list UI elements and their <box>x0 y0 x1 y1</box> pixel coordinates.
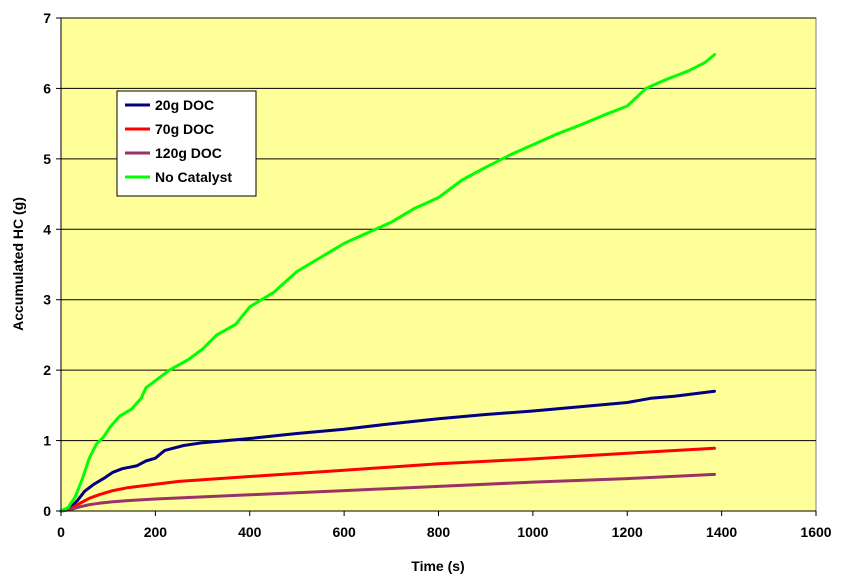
series-layer <box>59 53 716 513</box>
legend-label-120g-doc: 120g DOC <box>155 145 222 161</box>
x-tick-label: 1600 <box>800 524 831 540</box>
legend-label-20g-doc: 20g DOC <box>155 97 214 113</box>
y-tick-label: 7 <box>43 10 51 26</box>
y-tick-labels: 0 1 2 3 4 5 6 7 <box>43 10 61 519</box>
y-tick-label: 1 <box>43 433 51 449</box>
x-tick-label: 0 <box>57 524 65 540</box>
y-tick-label: 6 <box>43 80 51 96</box>
x-tick-label: 400 <box>238 524 262 540</box>
legend-box <box>116 90 257 197</box>
y-axis-title: Accumulated HC (g) <box>10 197 26 331</box>
series-line-120g-doc <box>59 472 716 513</box>
y-tick-label: 0 <box>43 503 51 519</box>
series-line-70g-doc <box>59 446 716 513</box>
y-tick-label: 5 <box>43 151 51 167</box>
y-tick-label: 3 <box>43 292 51 308</box>
x-tick-label: 800 <box>427 524 451 540</box>
legend-label-no-catalyst: No Catalyst <box>155 169 232 185</box>
legend: 20g DOC 70g DOC 120g DOC No Catalyst <box>116 90 257 197</box>
x-axis-title: Time (s) <box>411 558 464 574</box>
y-tick-label: 2 <box>43 362 51 378</box>
legend-label-70g-doc: 70g DOC <box>155 121 214 137</box>
x-tick-label: 600 <box>332 524 356 540</box>
x-tick-labels: 0 200 400 600 800 1000 1200 1400 1600 <box>57 511 832 540</box>
series-line-20g-doc <box>59 389 716 513</box>
series-line-no-catalyst <box>59 53 716 513</box>
x-tick-label: 1200 <box>612 524 643 540</box>
x-tick-label: 200 <box>144 524 168 540</box>
y-tick-label: 4 <box>43 221 51 237</box>
x-tick-label: 1000 <box>517 524 548 540</box>
x-tick-label: 1400 <box>706 524 737 540</box>
